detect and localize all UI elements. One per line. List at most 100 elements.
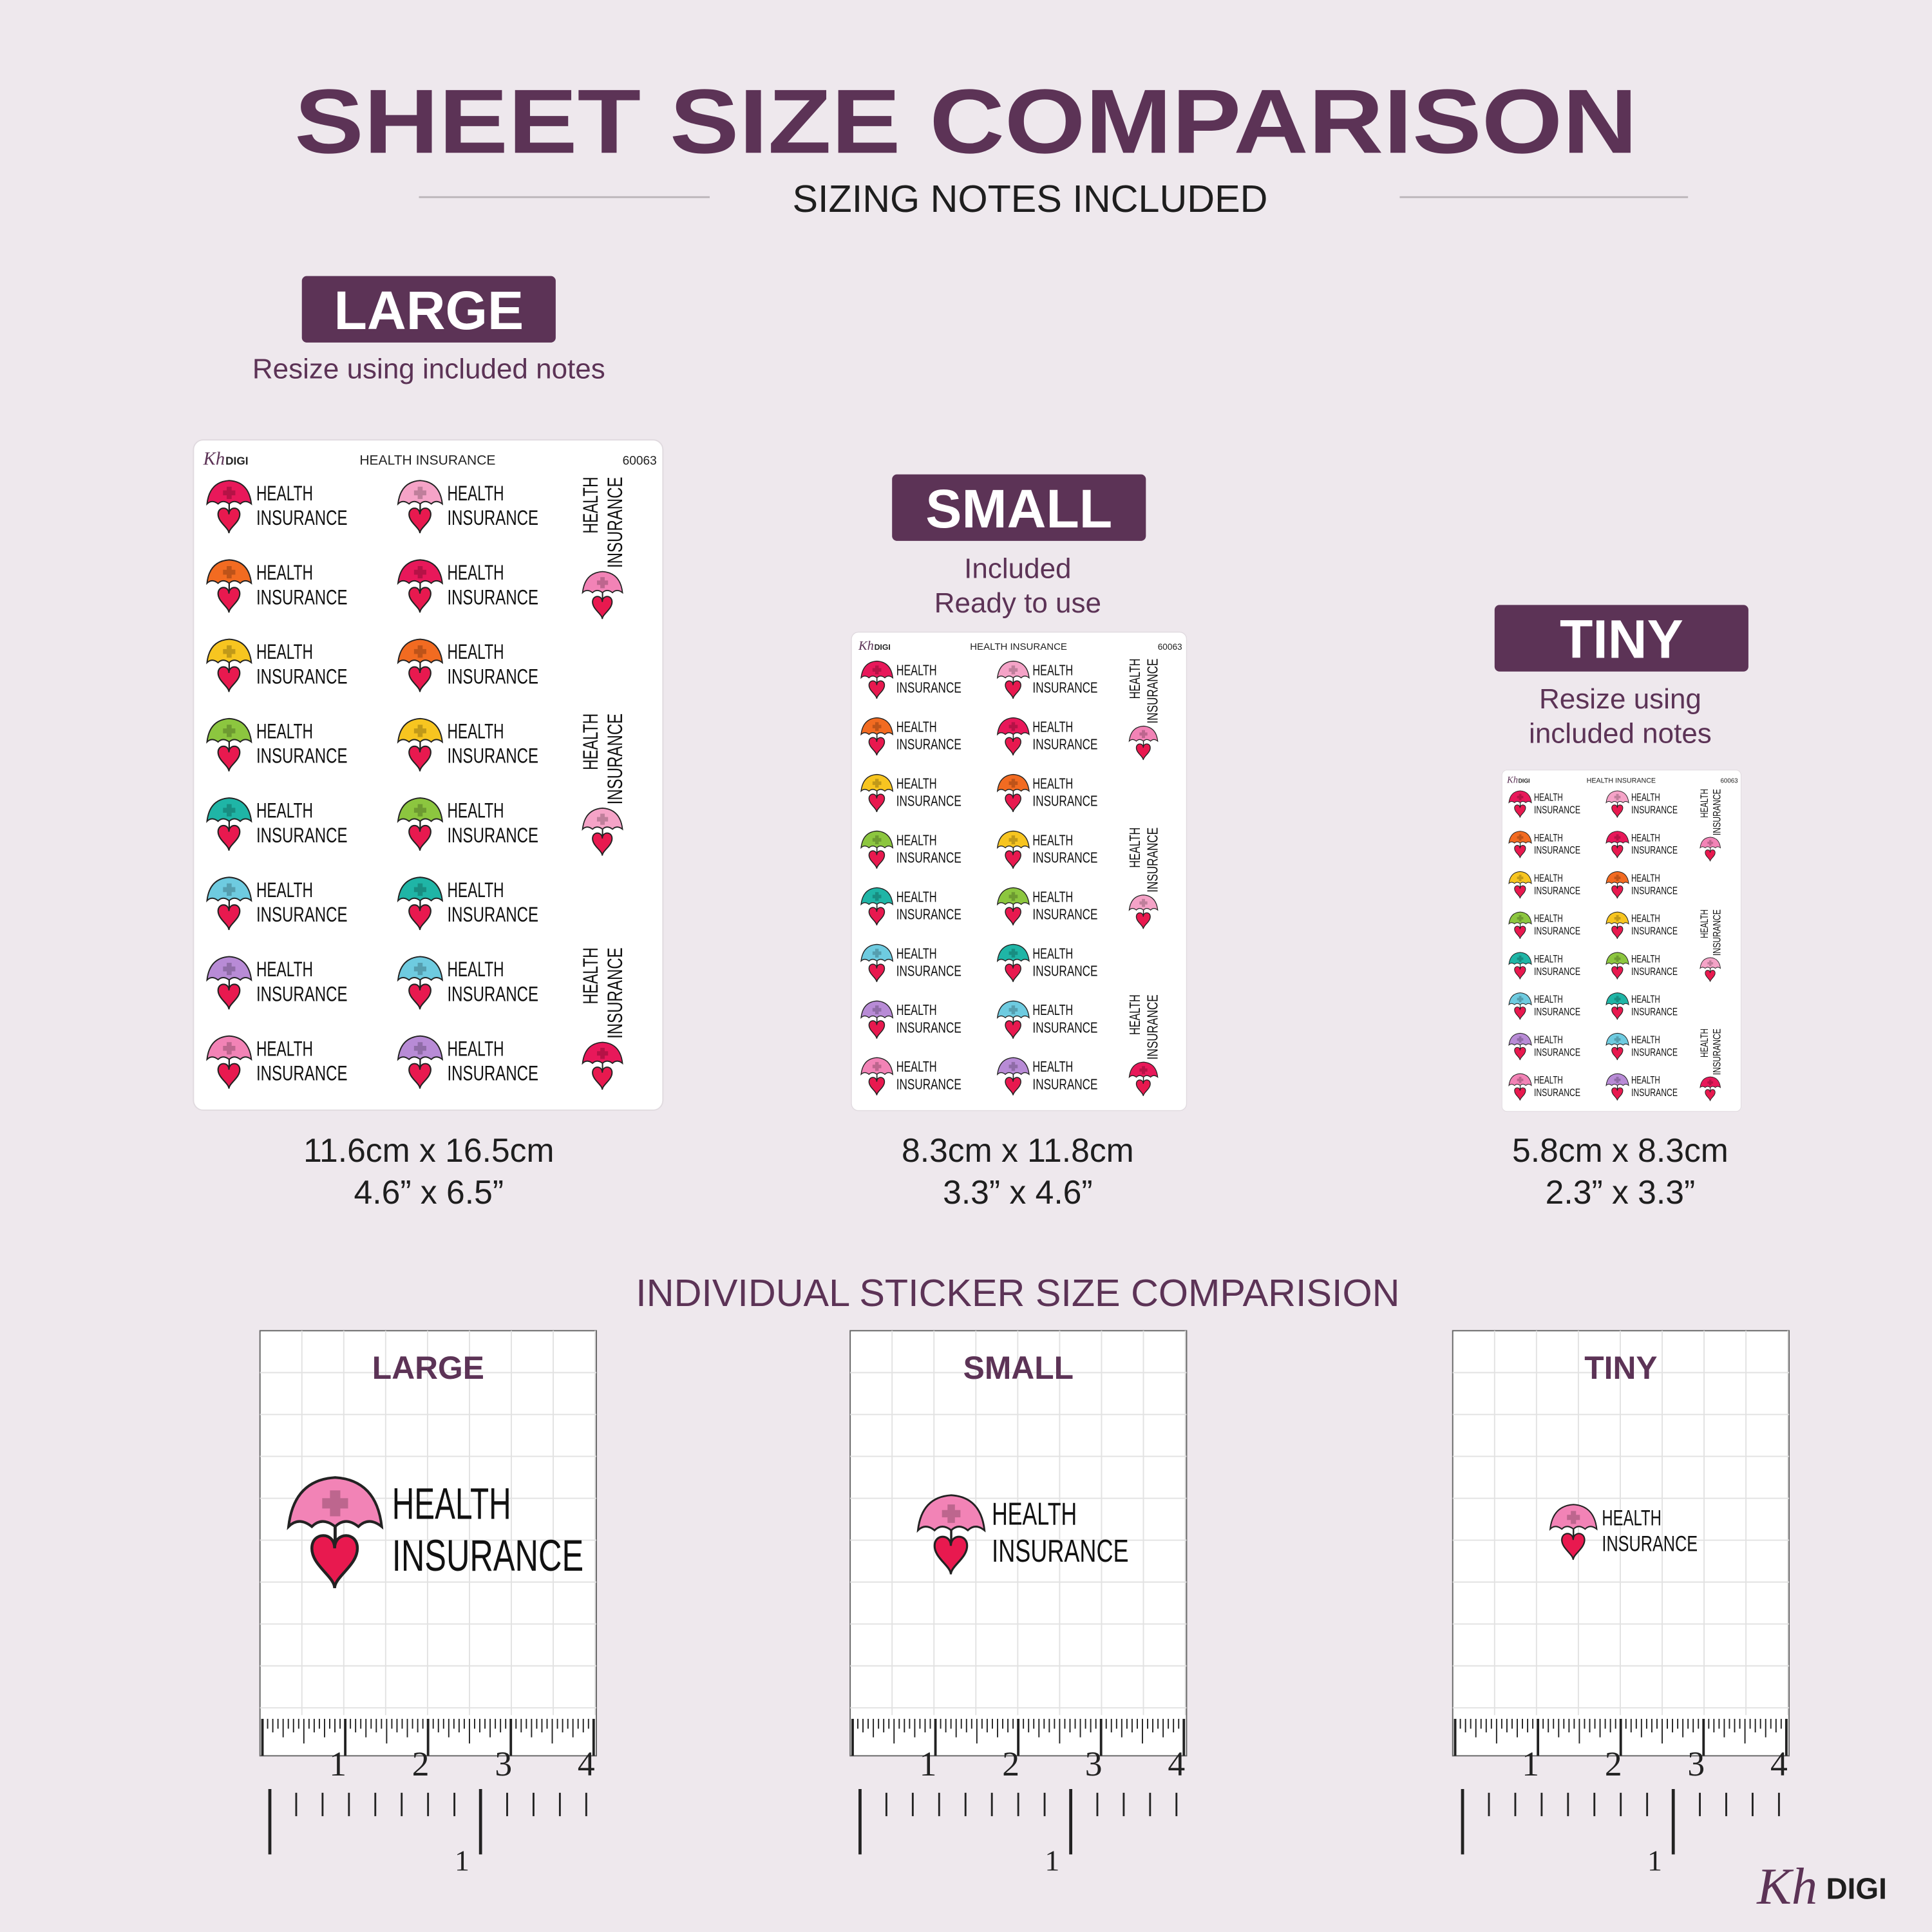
umbrella-cross [1517, 955, 1524, 962]
umbrella-cross [413, 645, 426, 658]
sticker-icon [1549, 1504, 1598, 1560]
panel-title: TINY [1584, 1350, 1657, 1386]
umbrella [1508, 1073, 1532, 1086]
sticker-text: HEALTH [896, 1001, 937, 1018]
umbrella [1605, 1032, 1629, 1046]
heart [1514, 1087, 1526, 1101]
umbrella-cross [413, 724, 426, 737]
sticker-text: HEALTH [1698, 789, 1710, 818]
umbrella-cross [223, 565, 236, 579]
heart [1005, 793, 1021, 813]
sticker-text: HEALTH [448, 958, 504, 981]
heart [868, 907, 886, 926]
umbrella-cross [413, 486, 426, 499]
umbrella-cross [322, 1490, 348, 1517]
umbrella [1508, 831, 1532, 844]
ruler-label: 1 [920, 1745, 937, 1783]
umbrella [1700, 1076, 1721, 1088]
sticker-icon [1508, 952, 1532, 980]
heart [1514, 845, 1526, 858]
heart [1005, 963, 1021, 983]
sticker-icon [397, 876, 444, 931]
sticker-icon [397, 1035, 444, 1089]
sticker-icon [1605, 790, 1629, 818]
umbrella [397, 956, 444, 982]
heart [1561, 1533, 1586, 1560]
umbrella [1605, 790, 1629, 804]
umbrella [1508, 871, 1532, 885]
sticker-icon [1700, 837, 1721, 862]
heart [1514, 966, 1526, 980]
sticker-text: INSURANCE [603, 947, 627, 1039]
heart [1005, 850, 1021, 869]
umbrella-cross [1614, 915, 1621, 922]
sticker-text: INSURANCE [896, 679, 961, 696]
sticker-text: INSURANCE [603, 477, 627, 568]
sticker-icon [1508, 1073, 1532, 1101]
umbrella-cross [1614, 996, 1621, 1003]
sticker-vertical: HEALTH INSURANCE [1126, 994, 1160, 1097]
heart [1005, 907, 1021, 926]
sticker-text: INSURANCE [1631, 925, 1678, 937]
umbrella-cross [1517, 834, 1524, 841]
sticker-text: HEALTH [579, 714, 602, 770]
umbrella [860, 773, 894, 793]
sticker-icon [996, 660, 1030, 699]
sticker-icon [860, 1000, 894, 1039]
sticker-text: INSURANCE [448, 585, 539, 609]
sticker-sheet: Kh DIGI HEALTH INSURANCE 60063HEALTHINSURAN… [851, 631, 1188, 1112]
sticker-text: INSURANCE [1534, 1046, 1580, 1058]
umbrella-cross [872, 722, 882, 732]
sticker-text: HEALTH [896, 661, 937, 678]
sticker-icon [1605, 992, 1629, 1020]
umbrella-cross [1517, 1036, 1524, 1043]
sheet-dimensions: 11.6cm x 16.5cm [303, 1132, 554, 1169]
sticker-text: HEALTH [1631, 993, 1660, 1005]
ruler-label: 1 [329, 1745, 346, 1783]
heart [310, 1534, 359, 1589]
heart [1005, 680, 1021, 699]
umbrella-cross [1517, 793, 1524, 800]
sticker-vertical: HEALTH INSURANCE [579, 477, 627, 620]
heart [868, 1077, 886, 1095]
sticker-icon [860, 887, 894, 926]
sticker-text: HEALTH [1534, 993, 1563, 1005]
sticker-text: INSURANCE [448, 1062, 539, 1085]
umbrella [1508, 790, 1532, 804]
size-note: Included [964, 553, 1071, 584]
ruler-label: 2 [1605, 1745, 1622, 1783]
umbrella [1605, 871, 1629, 885]
panel-title: SMALL [963, 1350, 1074, 1386]
umbrella-cross [223, 645, 236, 658]
sticker-text: HEALTH [256, 719, 313, 743]
sticker-text: INSURANCE [1032, 736, 1097, 753]
sticker-text: INSURANCE [896, 1019, 961, 1036]
umbrella [206, 480, 252, 506]
heart [592, 596, 613, 620]
sticker-text: HEALTH [992, 1497, 1077, 1532]
sticker-text: HEALTH [1032, 1001, 1073, 1018]
umbrella-cross [872, 949, 882, 958]
sticker-text: INSURANCE [1534, 844, 1580, 857]
umbrella [1128, 725, 1159, 743]
sticker-text: HEALTH [1126, 658, 1143, 699]
heart [217, 745, 241, 772]
umbrella-cross [223, 1042, 236, 1055]
sticker-text: INSURANCE [1631, 1006, 1678, 1018]
sticker-text: HEALTH [1534, 952, 1563, 965]
size-note: Ready to use [934, 587, 1101, 619]
sticker-text-group: HEALTH INSURANCE [579, 477, 627, 568]
sticker-text: HEALTH [256, 878, 313, 902]
umbrella-cross [1009, 949, 1018, 958]
